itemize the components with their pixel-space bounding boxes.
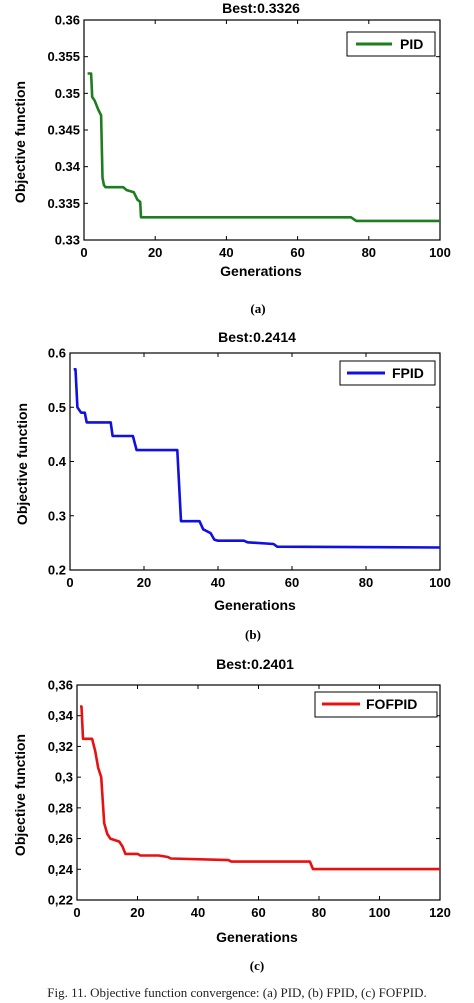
y-tick-label-c: 0,26 [48,831,73,846]
x-tick-label-a: 80 [362,245,376,260]
x-tick-label-c: 20 [130,905,144,920]
series-line-c-0 [80,705,440,871]
chart-a-xlabel: Generations [220,263,302,279]
y-tick-label-b: 0.4 [48,454,67,469]
chart-c-xlabel: Generations [216,929,298,945]
x-tick-label-c: 0 [73,905,80,920]
legend-a-label: PID [400,36,423,52]
y-tick-label-a: 0.33 [55,233,80,248]
x-tick-label-a: 100 [429,245,451,260]
chart-b-legend: FPID [339,360,436,386]
chart-panel-a: Best:0.3326 0 20 40 60 80 100 0.33 0.335 0.34 0.3… [12,0,451,316]
x-tick-label-a: 0 [80,245,87,260]
x-tick-label-b: 100 [429,575,451,590]
legend-b-label: FPID [392,365,424,381]
chart-c-ylabel: Objective function [12,734,28,856]
chart-c-legend: FOFPID [314,691,438,718]
y-tick-label-c: 0,22 [48,893,73,908]
legend-c-label: FOFPID [366,696,417,712]
chart-b-ylabel: Objective function [14,403,30,525]
y-tick-label-a: 0.355 [47,49,80,64]
x-tick-label-a: 40 [219,245,233,260]
chart-b-xlabel: Generations [214,597,296,613]
y-tick-label-a: 0.34 [55,159,81,174]
chart-c-sublabel: (c) [250,958,264,973]
x-tick-label-c: 80 [312,905,326,920]
chart-c-title: Best:0.2401 [216,656,294,672]
y-tick-label-a: 0.35 [55,86,80,101]
chart-b-plot-area: 0 20 40 60 80 100 0.2 0.3 0.4 0.5 0.6 [48,346,451,591]
y-tick-label-a: 0.345 [47,123,80,138]
x-tick-label-c: 40 [191,905,205,920]
chart-b-sublabel: (b) [245,627,261,642]
y-tick-label-b: 0.2 [48,563,66,578]
y-tick-label-b: 0.6 [48,346,66,361]
x-tick-label-a: 20 [148,245,162,260]
x-tick-label-a: 60 [290,245,304,260]
y-tick-label-b: 0.3 [48,508,66,523]
x-tick-label-b: 20 [137,575,151,590]
chart-a-legend: PID [346,31,436,57]
chart-a-sublabel: (a) [250,301,265,316]
x-tick-label-b: 40 [211,575,225,590]
chart-b-title: Best:0.2414 [218,329,296,345]
figure-caption: Fig. 11. Objective function convergence:… [47,985,427,1000]
chart-panel-c: Best:0.2401 0 20 40 60 80 100 1200,220,240,260… [12,656,451,973]
x-tick-label-c: 100 [369,905,391,920]
x-tick-label-b: 0 [66,575,73,590]
y-tick-label-c: 0,36 [48,678,73,693]
chart-a-plot-area: 0 20 40 60 80 100 0.33 0.335 0.34 0.345 0.35 0.355 0… [47,13,450,261]
legend-c-box [314,691,438,718]
x-tick-label-b: 60 [285,575,299,590]
x-tick-label-c: 60 [251,905,265,920]
y-tick-label-a: 0.335 [47,196,80,211]
x-tick-label-b: 80 [359,575,373,590]
chart-panel-b: Best:0.2414 0 20 40 60 80 1000.20.30.40.50.6 … [14,329,451,642]
y-tick-label-c: 0,34 [48,708,74,723]
y-tick-label-c: 0,28 [48,800,73,815]
series-line-a-0 [87,72,440,223]
plot-frame-b [69,352,441,571]
series-line-b-0 [73,368,441,549]
y-tick-label-c: 0,3 [55,770,73,785]
y-tick-label-c: 0,24 [48,862,74,877]
chart-c-plot-area: 0 20 40 60 80 100 120 0,22 0,24 0,26 0,28 0,3 0,32 0,… [48,678,451,921]
chart-a-ylabel: Objective function [12,81,28,203]
y-tick-label-b: 0.5 [48,400,66,415]
chart-a-title: Best:0.3326 [222,0,300,16]
x-tick-label-c: 120 [429,905,451,920]
y-tick-label-a: 0.36 [55,13,80,28]
y-tick-label-c: 0,32 [48,739,73,754]
